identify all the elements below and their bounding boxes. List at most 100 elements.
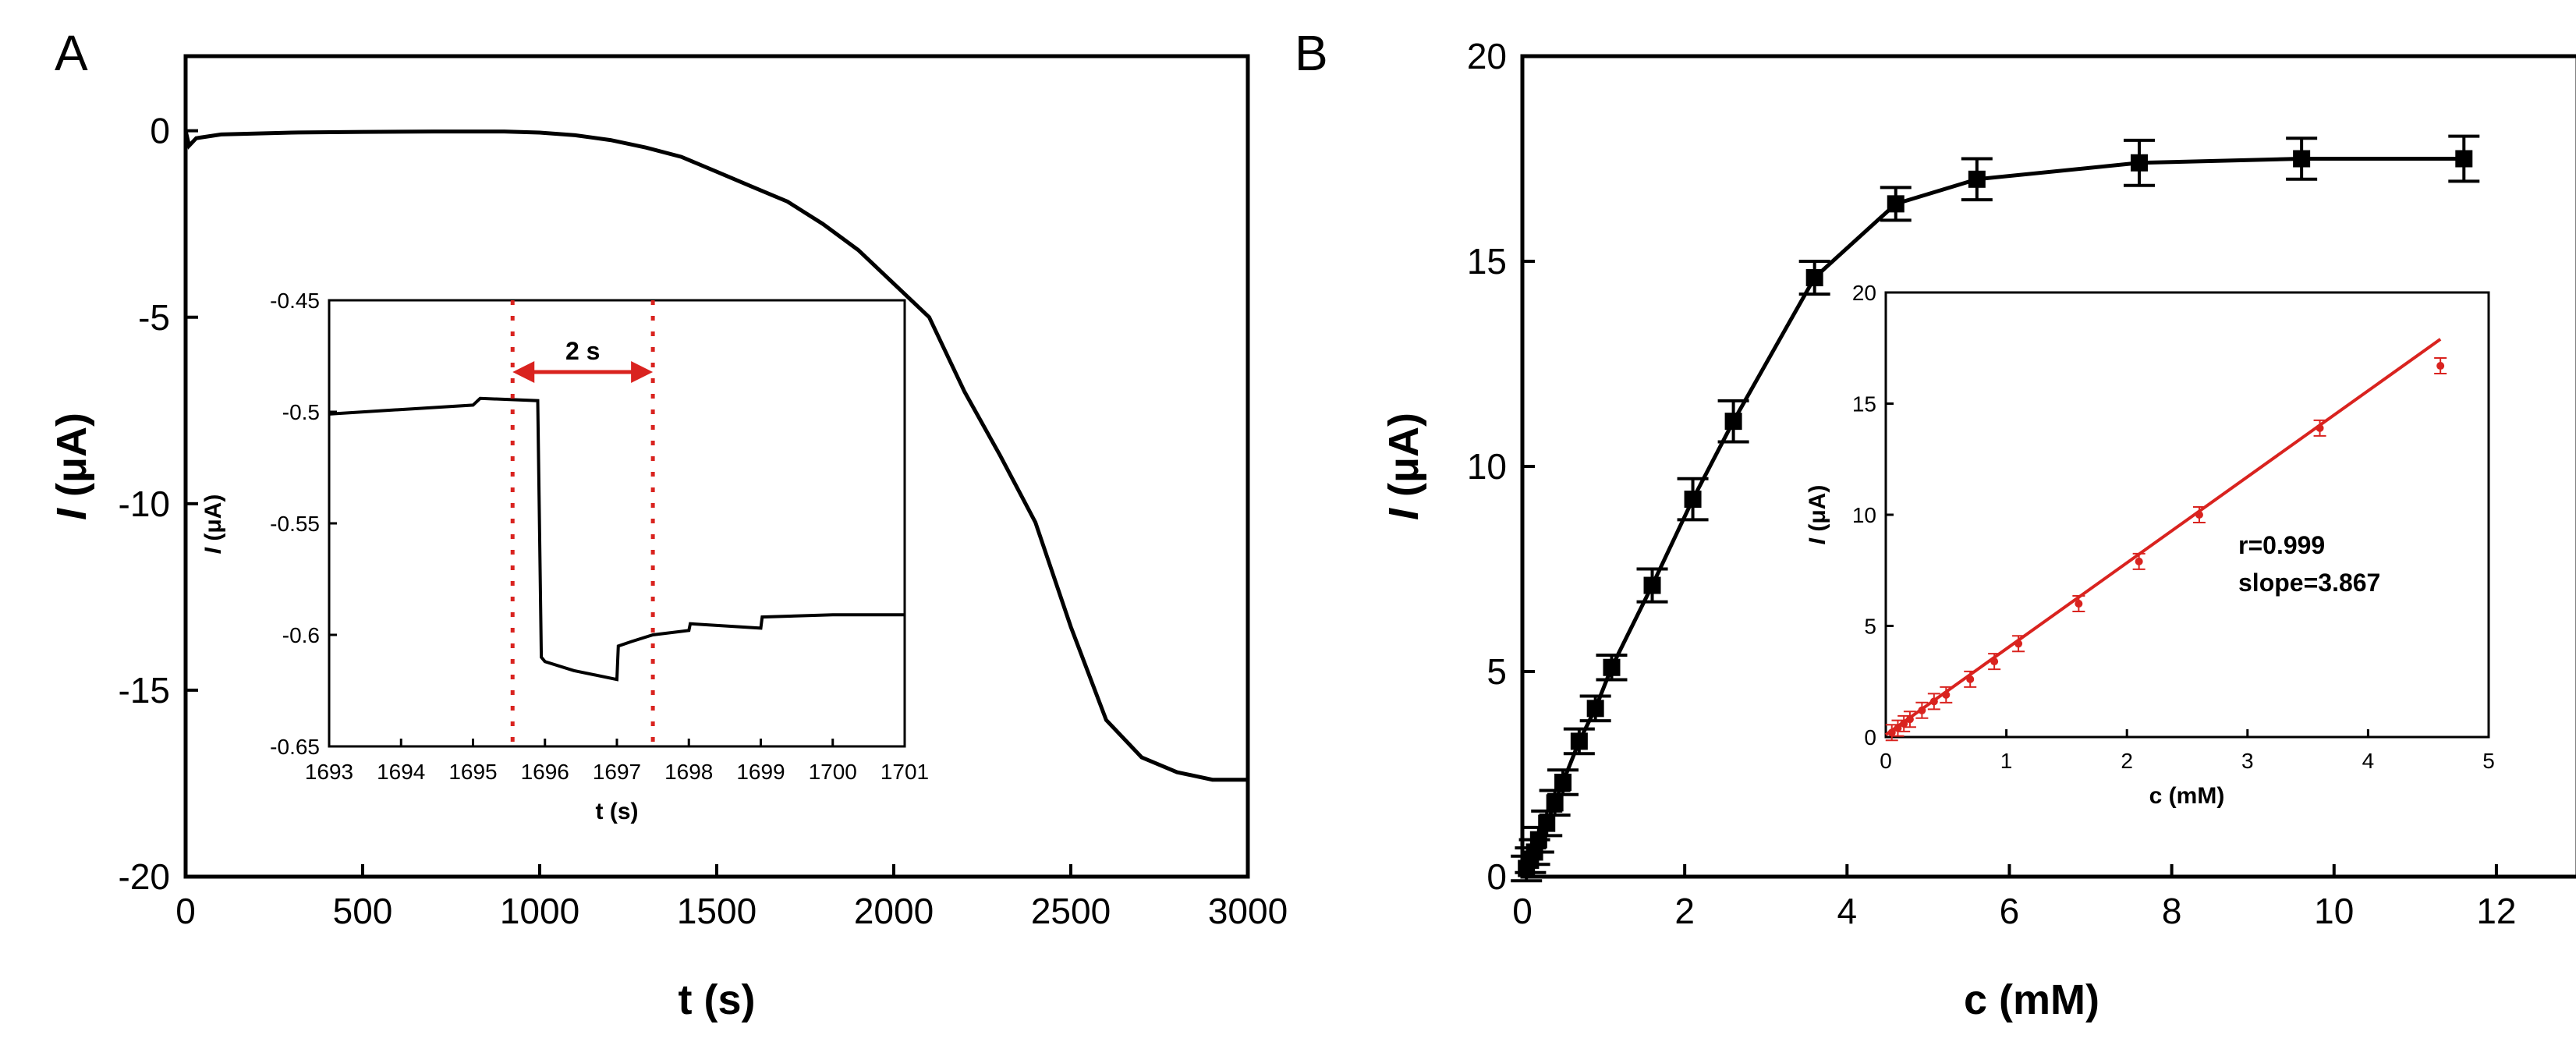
y-tick-label: 0: [1486, 856, 1507, 897]
inset-data-point: [1894, 724, 1902, 732]
y-tick-label: -0.55: [270, 512, 320, 536]
data-point: [1538, 814, 1556, 832]
x-tick-label: 1693: [305, 760, 353, 784]
inset-data-point: [2135, 557, 2143, 565]
panel-a-ticks: 0 500 1000 1500 2000 2500 3000 0 -5 -10 -15 -20: [119, 111, 1288, 931]
x-tick-label: 3: [2241, 749, 2254, 773]
inset-data-point: [1918, 706, 1926, 714]
data-point: [1554, 774, 1572, 792]
y-tick-label: 20: [1467, 36, 1507, 76]
y-tick-label: -20: [119, 856, 170, 897]
inset-data-point: [1887, 728, 1896, 737]
panel-a-y-axis-label: I (μA): [48, 413, 95, 520]
panel-a: A 0 500 1000 1500 2000 2500 3000 0 -5 -10 -15 -20 t…: [48, 25, 1288, 1023]
two-second-label: 2 s: [565, 337, 600, 365]
x-tick-label: 4: [2362, 749, 2375, 773]
x-tick-label: 10: [2314, 891, 2354, 931]
data-point: [1603, 658, 1621, 676]
x-tick-label: 1: [2000, 749, 2013, 773]
x-tick-label: 2500: [1031, 891, 1111, 931]
panel-b-points: [1511, 134, 2480, 883]
x-tick-label: 1500: [677, 891, 757, 931]
panel-a-label: A: [55, 25, 88, 81]
inset-data-point: [1942, 690, 1951, 699]
panel-b-inset-x-label: c (mM): [2149, 783, 2225, 809]
y-tick-label: -0.5: [282, 400, 320, 424]
inset-data-point: [1900, 719, 1908, 728]
x-tick-label: 1698: [664, 760, 713, 784]
inset-data-point: [1966, 675, 1975, 683]
panel-a-inset-ticks: 1693 1694 1695 1696 1697 1698 1699 1700 1701 -0.4…: [270, 289, 929, 784]
y-tick-label: 5: [1864, 614, 1876, 638]
data-point: [1570, 732, 1588, 750]
inset-data-point: [2316, 424, 2324, 432]
panel-a-current-trace: [183, 129, 1248, 782]
x-tick-label: 500: [333, 891, 393, 931]
y-tick-label: 10: [1467, 446, 1507, 487]
panel-b-inset-y-label: I (μA): [1805, 485, 1830, 545]
y-tick-label: -10: [119, 484, 170, 524]
data-point: [1643, 576, 1661, 594]
panel-b-inset-fit-line: [1884, 338, 2442, 736]
y-tick-label: -0.45: [270, 289, 320, 313]
panel-a-inset-y-label: I (μA): [200, 494, 226, 555]
data-point: [1887, 195, 1905, 213]
arrow-head-left: [512, 361, 535, 383]
x-tick-label: 4: [1837, 891, 1858, 931]
data-point: [1805, 269, 1823, 287]
panel-b-inset: 0 1 2 3 4 5 0 5 10 15 20 r=0.999 slope=3.867 c (mM…: [1805, 281, 2495, 809]
data-point: [1546, 794, 1564, 812]
x-tick-label: 5: [2482, 749, 2495, 773]
data-point: [2130, 154, 2148, 172]
panel-a-inset: 1693 1694 1695 1696 1697 1698 1699 1700 1701 -0.4…: [200, 289, 929, 824]
x-tick-label: 0: [1512, 891, 1532, 931]
x-tick-label: 1697: [593, 760, 641, 784]
arrow-head-right: [631, 361, 654, 383]
y-tick-label: 0: [150, 111, 170, 151]
data-point: [1684, 491, 1702, 509]
inset-data-point: [2014, 640, 2023, 648]
x-tick-label: 3000: [1208, 891, 1288, 931]
x-tick-label: 1696: [521, 760, 569, 784]
y-tick-label: 10: [1852, 503, 1876, 527]
y-tick-label: -5: [138, 297, 170, 338]
data-point: [1529, 831, 1547, 849]
slope-label: slope=3.867: [2238, 569, 2380, 597]
inset-data-point: [2436, 362, 2445, 370]
y-tick-label: 15: [1467, 241, 1507, 282]
x-tick-label: 1695: [448, 760, 497, 784]
panel-a-inset-markers: [510, 300, 655, 746]
panel-b-inset-ticks: 0 1 2 3 4 5 0 5 10 15 20: [1852, 281, 2495, 773]
inset-data-point: [2075, 600, 2083, 608]
data-point: [1968, 170, 1986, 188]
x-tick-label: 8: [2162, 891, 2182, 931]
y-tick-label: 15: [1852, 392, 1876, 416]
y-tick-label: 20: [1852, 281, 1876, 305]
y-tick-label: -15: [119, 670, 170, 711]
x-tick-label: 2: [1674, 891, 1695, 931]
x-tick-label: 6: [2000, 891, 2020, 931]
x-tick-label: 1694: [377, 760, 425, 784]
y-tick-label: 0: [1864, 725, 1876, 750]
panel-b-y-axis-label: I (μA): [1380, 413, 1427, 520]
y-tick-label: -0.6: [282, 623, 320, 647]
inset-data-point: [1929, 697, 1938, 706]
x-tick-label: 0: [1880, 749, 1892, 773]
x-tick-label: 1000: [500, 891, 579, 931]
x-tick-label: 1700: [809, 760, 857, 784]
x-tick-label: 12: [2476, 891, 2516, 931]
inset-data-point: [1905, 715, 1914, 724]
inset-data-point: [1990, 657, 1999, 666]
panel-a-inset-x-label: t (s): [596, 799, 639, 824]
correlation-label: r=0.999: [2238, 531, 2325, 559]
panel-a-x-axis-label: t (s): [679, 976, 756, 1023]
x-tick-label: 1701: [881, 760, 929, 784]
x-tick-label: 2000: [854, 891, 934, 931]
panel-a-inset-trace: [328, 396, 905, 682]
data-point: [2293, 150, 2311, 168]
two-second-arrow: 2 s: [512, 337, 654, 383]
data-point: [1724, 413, 1742, 431]
